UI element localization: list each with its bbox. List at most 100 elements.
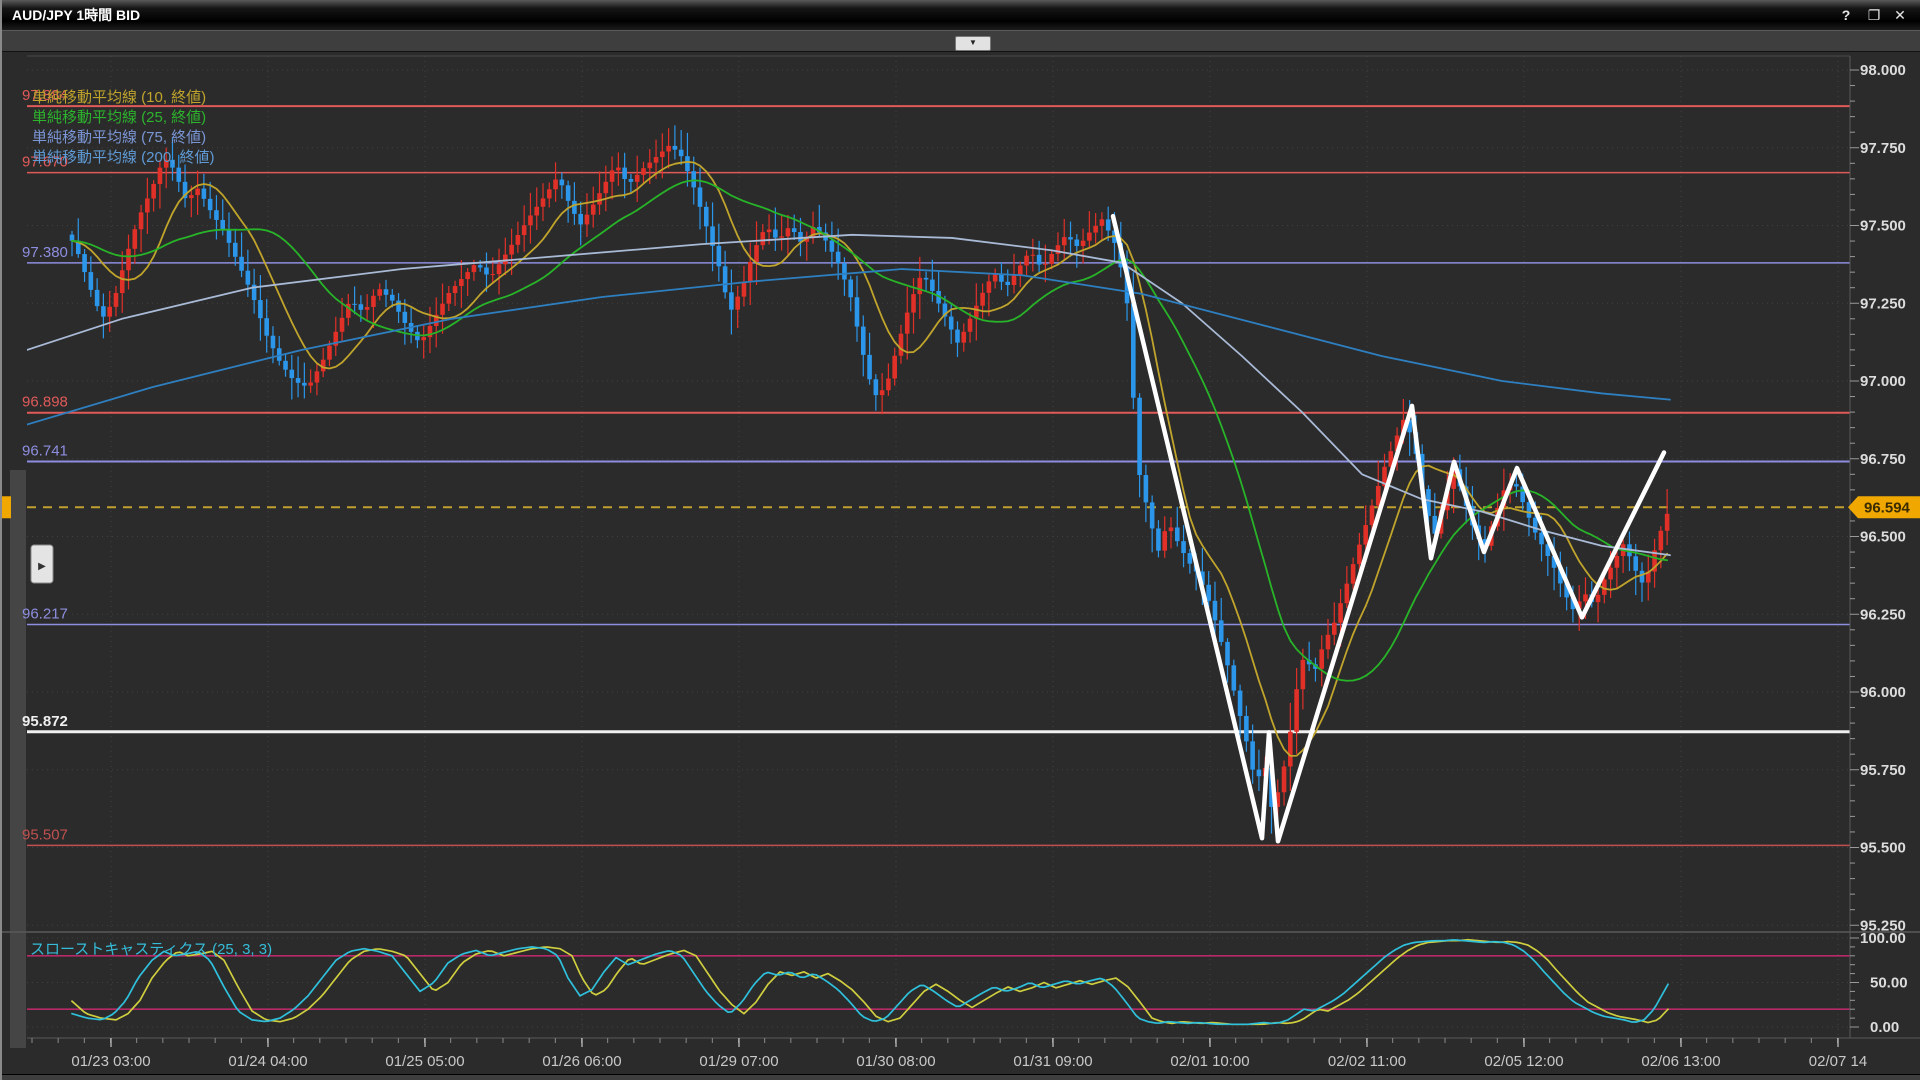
left-splitter[interactable] [10, 470, 26, 1048]
candle-body [578, 213, 583, 225]
candle-body [145, 198, 150, 213]
chart-canvas[interactable]: 97.884 97.670 97.380 96.898 96.741 96.217 95.8… [2, 52, 1920, 1080]
candle-body [1306, 659, 1312, 665]
candle-body [829, 240, 835, 252]
window-title: AUD/JPY 1時間 BID [12, 7, 141, 23]
close-button[interactable]: ✕ [1894, 7, 1906, 23]
candle-body [773, 229, 778, 238]
candle-body [496, 264, 502, 275]
candle-body [986, 281, 992, 293]
candle-body [1055, 245, 1061, 254]
price-level-label: 95.872 [22, 713, 68, 730]
price-axis-label: 95.250 [1860, 917, 1906, 934]
candle-body [854, 297, 860, 327]
x-axis-date-label: 02/01 10:00 [1170, 1053, 1249, 1070]
help-button[interactable]: ? [1841, 7, 1851, 23]
candle-body [590, 204, 596, 215]
candle-body [565, 185, 571, 201]
stoch-axis-label: 0.00 [1870, 1019, 1899, 1036]
price-axis-label: 97.000 [1860, 373, 1906, 390]
candle-body [1256, 769, 1262, 777]
candle-body [1407, 419, 1412, 433]
candle-body [747, 262, 753, 282]
candle-body [1482, 539, 1488, 546]
candle-body [1225, 641, 1230, 666]
stoch-d-line [71, 938, 1669, 1026]
candle-body [722, 266, 728, 293]
candle-body [1061, 237, 1067, 246]
candle-body [942, 303, 948, 317]
candle-body [1583, 594, 1588, 602]
price-level-label: 95.507 [22, 826, 68, 843]
candle-body [955, 329, 960, 343]
candle-body [1300, 659, 1306, 690]
candle-body [383, 289, 389, 295]
candle-body [1382, 466, 1387, 486]
candle-body [1357, 544, 1362, 565]
candle-body [195, 188, 200, 196]
candle-body [1124, 267, 1130, 304]
candle-body [358, 304, 364, 310]
candle-body [867, 354, 872, 380]
candle-body [616, 167, 621, 171]
candle-body [1105, 219, 1111, 231]
candle-body [157, 167, 163, 184]
panel-expand-button[interactable] [30, 544, 54, 584]
candle-body [980, 292, 985, 306]
candle-body [1181, 541, 1186, 554]
candle-body [961, 331, 967, 343]
candle-body [189, 195, 194, 199]
maximize-button[interactable]: ❐ [1867, 7, 1881, 23]
candle-body [540, 198, 546, 207]
candle-body [452, 286, 458, 294]
candle-body [320, 359, 326, 372]
window-bottom-edge [2, 1074, 1920, 1080]
candle-body [1174, 527, 1180, 542]
candle-body [69, 234, 75, 241]
price-axis-label: 95.750 [1860, 762, 1906, 779]
candle-body [1514, 484, 1519, 487]
candle-body [170, 159, 175, 168]
candle-body [1149, 502, 1155, 529]
candle-body [346, 303, 351, 318]
candle-body [703, 206, 709, 227]
candle-body [515, 235, 521, 245]
candle-body [421, 337, 426, 341]
candle-body [1080, 240, 1086, 247]
candle-body [622, 167, 627, 179]
chart-area[interactable]: 97.884 97.670 97.380 96.898 96.741 96.217 95.8… [2, 52, 1920, 1080]
candle-body [440, 303, 445, 315]
candle-body [760, 232, 766, 246]
stoch-k-line [71, 939, 1669, 1026]
candle-body [810, 226, 816, 237]
candle-body [817, 226, 822, 233]
price-axis-label: 97.750 [1860, 140, 1906, 157]
candle-body [1595, 594, 1601, 603]
candle-body [672, 145, 678, 150]
stoch-axis-label: 100.00 [1860, 930, 1906, 947]
title-bar[interactable]: AUD/JPY 1時間 BID ? ❐ ✕ [2, 0, 1920, 30]
candle-body [1331, 622, 1337, 635]
toolbar-collapse-button[interactable]: ▼ [955, 36, 991, 51]
candle-body [1633, 556, 1639, 571]
price-level-label: 96.217 [22, 606, 68, 623]
candle-body [352, 303, 357, 305]
candle-body [1545, 544, 1551, 557]
x-axis-date-label: 02/02 11:00 [1328, 1053, 1406, 1070]
candle-body [446, 293, 452, 304]
candle-body [842, 263, 847, 280]
candle-body [1394, 435, 1400, 452]
candle-body [1325, 634, 1331, 650]
price-axis-label: 96.500 [1860, 529, 1906, 546]
x-axis-date-label: 01/30 08:00 [856, 1053, 935, 1070]
candle-body [597, 193, 602, 205]
candle-body [258, 300, 263, 319]
candle-body [1005, 281, 1011, 286]
candle-body [94, 289, 100, 307]
candle-body [1576, 601, 1582, 610]
candle-body [477, 265, 483, 268]
candle-body [1526, 502, 1532, 518]
candle-body [1049, 253, 1054, 264]
candle-body [1162, 531, 1168, 551]
